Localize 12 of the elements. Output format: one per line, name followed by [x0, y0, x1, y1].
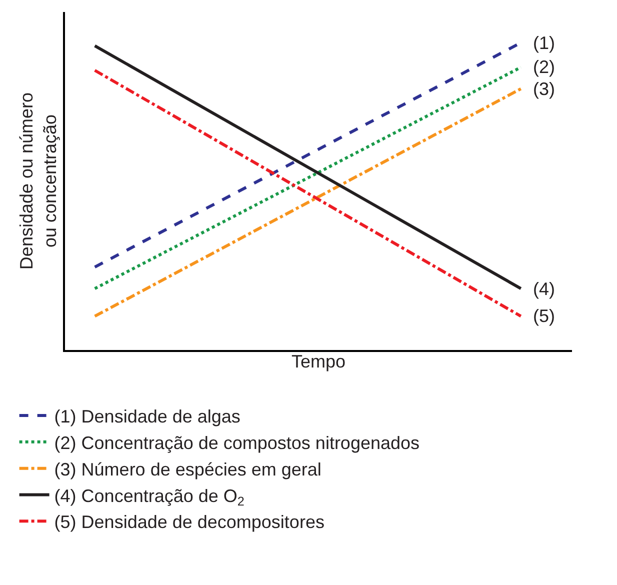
legend-label: (4) Concentração de O$_{2}$: [54, 486, 244, 509]
x-axis-title: Tempo: [291, 351, 346, 372]
legend-label: (2) Concentração de compostos nitrogenados: [54, 432, 420, 453]
legend-label: (3) Número de espécies em geral: [54, 459, 322, 480]
annotation: (5): [533, 306, 555, 326]
annotation: (3): [533, 79, 555, 99]
annotation: (4): [533, 279, 555, 299]
legend-label: (5) Densidade de decompositores: [54, 512, 324, 532]
legend-label: (1) Densidade de algas: [54, 406, 240, 427]
annotation: (1): [533, 33, 555, 53]
annotation: (2): [533, 57, 555, 77]
y-axis-title: Densidade ou número ou concentração: [16, 92, 60, 270]
